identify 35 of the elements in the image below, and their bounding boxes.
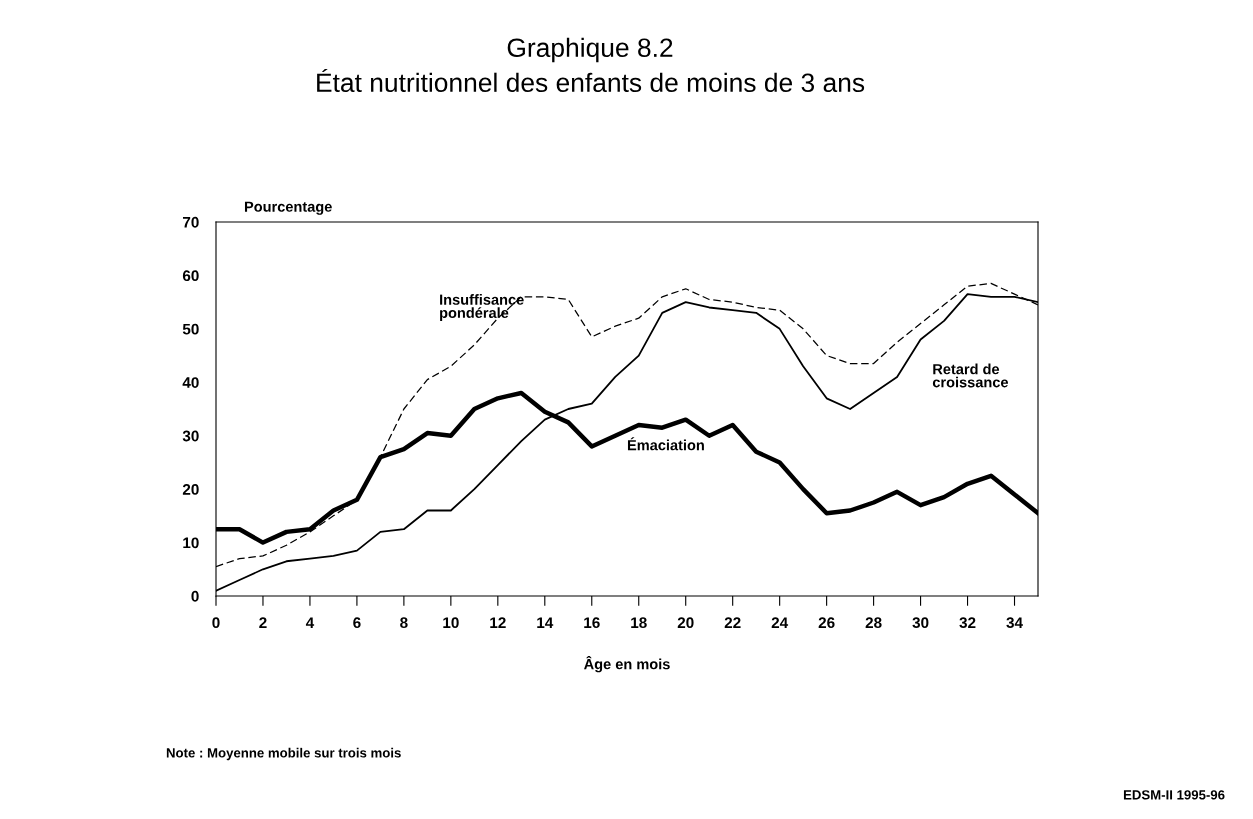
x-tick-label: 18: [631, 617, 647, 629]
x-tick-label: 32: [959, 617, 976, 629]
series-label: Retard de croissance: [932, 363, 1009, 388]
x-tick-label: 12: [490, 617, 506, 628]
y-tick-label: 40: [182, 377, 199, 388]
x-tick-label: 34: [1006, 617, 1023, 629]
x-tick-label: 4: [305, 617, 315, 628]
y-tick-label: 10: [183, 537, 199, 549]
x-tick-label: 8: [400, 617, 408, 629]
x-tick-label: 28: [865, 617, 882, 629]
x-tick-label: 10: [443, 617, 459, 629]
text: EDSM-II 1995-96: [1123, 790, 1225, 800]
x-tick-label: 6: [353, 617, 361, 629]
x-tick-label: 30: [912, 617, 929, 629]
y-tick-label: 20: [182, 484, 199, 495]
x-tick-label: 14: [537, 617, 554, 628]
y-tick-label: 70: [183, 216, 199, 228]
x-tick-label: 0: [212, 617, 220, 629]
x-tick-label: 24: [771, 617, 789, 628]
x-tick-label: 2: [259, 617, 267, 628]
y-tick-label: 50: [182, 323, 199, 335]
y-axis-title: Pourcentage: [244, 201, 332, 215]
x-tick-label: 22: [724, 617, 741, 628]
x-tick-label: 16: [584, 617, 600, 629]
text: Note : Moyenne mobile sur trois mois: [166, 747, 401, 761]
x-axis-title: Âge en mois: [584, 656, 670, 673]
y-tick-label: 60: [182, 270, 199, 282]
x-tick-label: 26: [818, 617, 835, 629]
series-label: Émaciation: [627, 437, 704, 451]
chart-title: Graphique 8.2: [507, 37, 673, 63]
series-label: Insuffisance pondérale: [440, 294, 524, 321]
y-tick-label: 0: [191, 590, 199, 602]
y-tick-label: 30: [182, 430, 199, 442]
chart-subtitle: État nutritionnel des enfants de moins de 3 ans: [317, 68, 865, 93]
x-tick-label: 20: [677, 617, 694, 629]
